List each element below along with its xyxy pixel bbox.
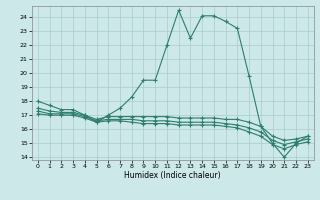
X-axis label: Humidex (Indice chaleur): Humidex (Indice chaleur) — [124, 171, 221, 180]
